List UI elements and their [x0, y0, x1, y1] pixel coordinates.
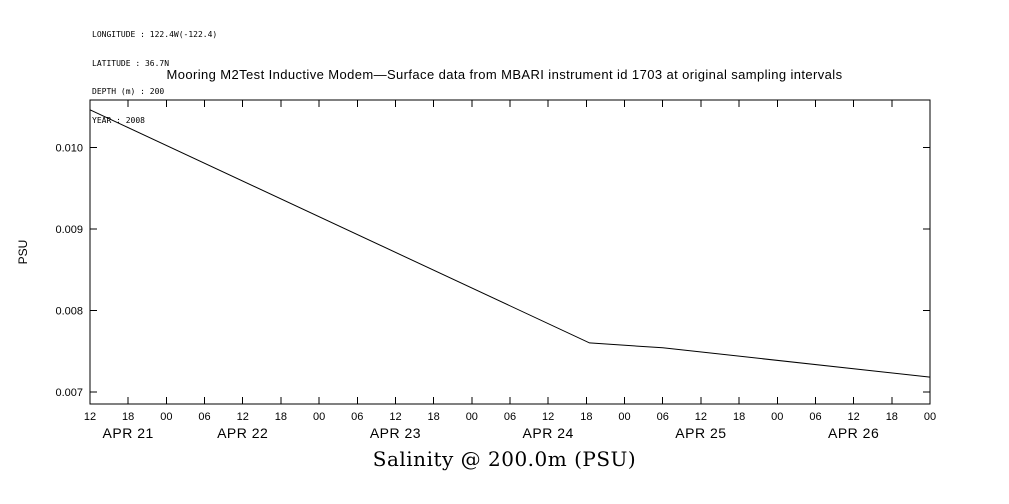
x-date-label: APR 21	[103, 425, 154, 441]
x-date-label: APR 23	[370, 425, 421, 441]
x-tick-label: 12	[84, 411, 96, 423]
x-date-label: APR 25	[675, 425, 726, 441]
x-tick-label: 18	[886, 411, 898, 423]
x-tick-label: 06	[657, 411, 669, 423]
x-date-label: APR 26	[828, 425, 879, 441]
metadata-block: LONGITUDE : 122.4W(-122.4) LATITUDE : 36…	[92, 11, 217, 144]
meta-depth: DEPTH (m) : 200	[92, 87, 165, 96]
x-tick-label: 06	[504, 411, 516, 423]
x-tick-label: 18	[275, 411, 287, 423]
x-tick-label: 18	[580, 411, 592, 423]
y-tick-label: 0.008	[55, 305, 83, 317]
y-tick-label: 0.010	[55, 142, 83, 154]
x-tick-label: 00	[160, 411, 172, 423]
x-tick-label: 06	[809, 411, 821, 423]
x-tick-label: 06	[351, 411, 363, 423]
x-tick-label: 00	[466, 411, 478, 423]
x-tick-label: 12	[695, 411, 707, 423]
x-tick-label: 18	[733, 411, 745, 423]
x-axis-title: Salinity @ 200.0m (PSU)	[372, 447, 637, 471]
meta-longitude: LONGITUDE : 122.4W(-122.4)	[92, 30, 218, 39]
y-axis-label: PSU	[16, 240, 30, 265]
y-tick-label: 0.009	[55, 224, 83, 236]
meta-year: YEAR : 2008	[92, 115, 145, 125]
x-tick-label: 00	[618, 411, 630, 423]
x-date-label: APR 22	[217, 425, 268, 441]
y-tick-label: 0.007	[55, 387, 83, 399]
plot-frame	[89, 99, 931, 405]
x-tick-label: 00	[771, 411, 783, 423]
x-tick-label: 00	[924, 411, 936, 423]
x-tick-label: 12	[848, 411, 860, 423]
x-tick-label: 12	[389, 411, 401, 423]
x-date-label: APR 24	[523, 425, 574, 441]
x-tick-label: 18	[428, 411, 440, 423]
x-tick-label: 12	[542, 411, 554, 423]
x-tick-label: 00	[313, 411, 325, 423]
x-tick-label: 12	[237, 411, 249, 423]
meta-latitude: LATITUDE : 36.7N	[92, 58, 170, 68]
x-tick-label: 06	[198, 411, 210, 423]
salinity-series-line	[89, 109, 931, 378]
x-tick-label: 18	[122, 411, 134, 423]
chart-title: Mooring M2Test Inductive Modem—Surface d…	[166, 67, 843, 82]
